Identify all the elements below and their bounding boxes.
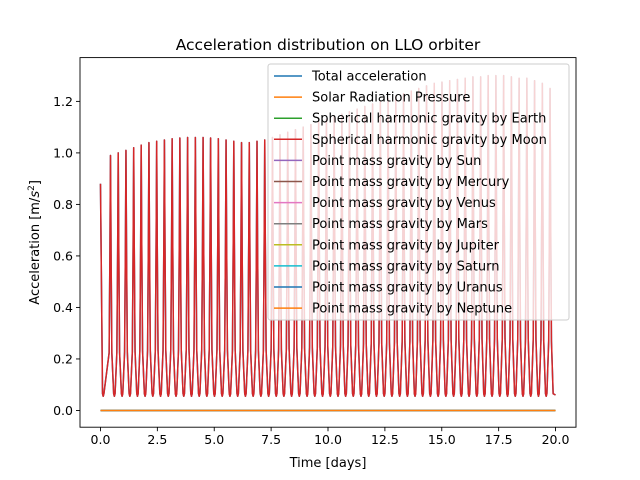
x-tick-label: 10.0 (314, 432, 342, 447)
y-tick-label: 0.8 (53, 197, 73, 212)
legend-label: Point mass gravity by Sun (312, 154, 481, 169)
x-axis-label: Time [days] (289, 456, 367, 471)
y-axis-label-exp: 2 (27, 185, 37, 191)
y-tick-label: 0.6 (53, 248, 73, 263)
legend-label: Point mass gravity by Mars (312, 217, 488, 232)
y-tick-label: 0.0 (53, 403, 73, 418)
legend-entries: Total acceleration Solar Radiation Pressu… (274, 70, 547, 317)
legend-box (267, 63, 570, 321)
x-tick-label: 15.0 (428, 432, 456, 447)
legend-label: Point mass gravity by Neptune (312, 302, 512, 317)
legend-label: Point mass gravity by Uranus (312, 281, 503, 296)
legend-label: Total acceleration (311, 70, 427, 85)
chart-title: Acceleration distribution on LLO orbiter (176, 36, 481, 54)
y-tick-label: 1.0 (53, 145, 73, 160)
y-axis-label-base: s (28, 191, 43, 198)
x-tick-label: 20.0 (542, 432, 570, 447)
legend-label: Solar Radiation Pressure (312, 91, 470, 106)
ticks-layer: 0.0 2.5 5.0 7.5 10.0 12.5 15.0 17.5 20.0 0.0 0.2 0.… (53, 94, 569, 447)
legend-label: Point mass gravity by Jupiter (312, 238, 500, 253)
x-tick-label: 0.0 (91, 432, 111, 447)
y-tick-label: 0.2 (53, 351, 73, 366)
y-tick-label: 0.4 (53, 300, 73, 315)
y-axis-label-prefix: Acceleration [m/ (28, 197, 43, 305)
legend-label: Point mass gravity by Mercury (312, 175, 510, 190)
y-axis-label: Acceleration [m/s2] (27, 180, 43, 305)
legend-label: Spherical harmonic gravity by Moon (312, 133, 547, 148)
y-tick-label: 1.2 (53, 94, 73, 109)
legend-label: Point mass gravity by Venus (312, 196, 496, 211)
x-tick-label: 17.5 (485, 432, 513, 447)
plot-frame (79, 57, 577, 428)
legend-label: Spherical harmonic gravity by Earth (312, 112, 546, 127)
x-tick-label: 7.5 (261, 432, 281, 447)
x-tick-label: 2.5 (147, 432, 167, 447)
legend: Total acceleration Solar Radiation Pressu… (267, 63, 570, 321)
legend-label: Point mass gravity by Saturn (312, 259, 500, 274)
x-tick-label: 5.0 (204, 432, 224, 447)
y-axis-label-suffix: ] (28, 180, 43, 185)
x-tick-label: 12.5 (371, 432, 399, 447)
